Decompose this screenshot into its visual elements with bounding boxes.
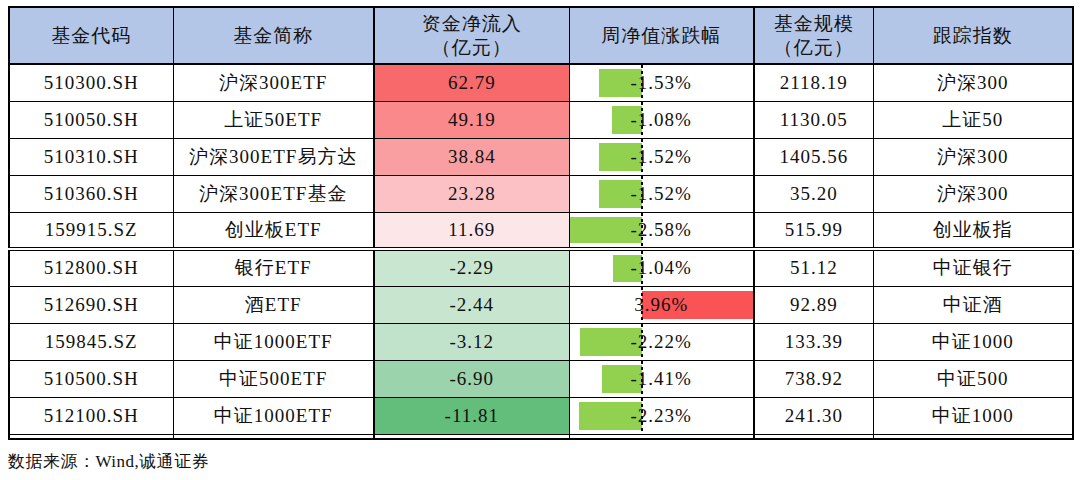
aum-cell: 241.30 <box>754 397 873 434</box>
header-net-inflow: 资金净流入（亿元） <box>374 7 569 64</box>
tracking-index-cell: 中证1000 <box>873 397 1073 434</box>
table-bottom-spacer-row <box>9 434 1073 439</box>
weekly-change-value: -2.58% <box>631 219 692 240</box>
weekly-change-cell: -1.04% <box>569 249 754 286</box>
fund-code-cell <box>9 434 173 439</box>
weekly-change-cell: -2.23% <box>569 397 754 434</box>
weekly-change-cell: -1.41% <box>569 360 754 397</box>
weekly-change-value: -1.08% <box>631 109 692 130</box>
tracking-index-cell: 沪深300 <box>873 175 1073 212</box>
weekly-change-value: -1.53% <box>631 72 692 93</box>
aum-cell: 738.92 <box>754 360 873 397</box>
weekly-change-value: -2.22% <box>631 331 692 352</box>
net-inflow-cell: 49.19 <box>374 101 569 138</box>
etf-fund-flow-figure: 基金代码 基金简称 资金净流入（亿元） 周净值涨跌幅 基金规模（亿元） 跟踪指数… <box>0 0 1080 473</box>
fund-name-cell <box>173 434 374 439</box>
weekly-change-cell: -1.52% <box>569 175 754 212</box>
fund-code-cell: 512800.SH <box>9 249 173 286</box>
tracking-index-cell: 沪深300 <box>873 138 1073 175</box>
aum-cell <box>754 434 873 439</box>
fund-name-cell: 中证500ETF <box>173 360 374 397</box>
net-inflow-cell: 23.28 <box>374 175 569 212</box>
weekly-change-cell <box>569 434 754 439</box>
net-inflow-cell: 38.84 <box>374 138 569 175</box>
weekly-change-cell: -1.53% <box>569 64 754 101</box>
fund-code-cell: 510500.SH <box>9 360 173 397</box>
fund-code-cell: 512690.SH <box>9 286 173 323</box>
fund-name-cell: 酒ETF <box>173 286 374 323</box>
fund-name-cell: 沪深300ETF基金 <box>173 175 374 212</box>
weekly-change-cell: -1.08% <box>569 101 754 138</box>
weekly-change-cell: 3.96% <box>569 286 754 323</box>
fund-name-cell: 上证50ETF <box>173 101 374 138</box>
weekly-change-cell: -2.22% <box>569 323 754 360</box>
fund-code-cell: 510310.SH <box>9 138 173 175</box>
table-row: 512100.SH 中证1000ETF -11.81 -2.23% 241.30… <box>9 397 1073 434</box>
net-inflow-cell: -6.90 <box>374 360 569 397</box>
weekly-change-value: -1.04% <box>631 257 692 278</box>
tracking-index-cell: 中证酒 <box>873 286 1073 323</box>
table-row: 159845.SZ 中证1000ETF -3.12 -2.22% 133.39 … <box>9 323 1073 360</box>
header-fund-code: 基金代码 <box>9 7 173 64</box>
fund-code-cell: 510050.SH <box>9 101 173 138</box>
aum-cell: 1405.56 <box>754 138 873 175</box>
net-inflow-cell: -11.81 <box>374 397 569 434</box>
fund-code-cell: 510300.SH <box>9 64 173 101</box>
weekly-change-cell: -2.58% <box>569 212 754 249</box>
header-row: 基金代码 基金简称 资金净流入（亿元） 周净值涨跌幅 基金规模（亿元） 跟踪指数 <box>9 7 1073 64</box>
net-inflow-cell: 11.69 <box>374 212 569 249</box>
table-row: 510360.SH 沪深300ETF基金 23.28 -1.52% 35.20 … <box>9 175 1073 212</box>
aum-cell: 92.89 <box>754 286 873 323</box>
header-fund-aum: 基金规模（亿元） <box>754 7 873 64</box>
data-source-note: 数据来源：Wind,诚通证券 <box>8 450 1072 473</box>
fund-code-cell: 510360.SH <box>9 175 173 212</box>
net-inflow-cell <box>374 434 569 439</box>
aum-cell: 133.39 <box>754 323 873 360</box>
aum-cell: 35.20 <box>754 175 873 212</box>
table-row: 510310.SH 沪深300ETF易方达 38.84 -1.52% 1405.… <box>9 138 1073 175</box>
table-row: 510500.SH 中证500ETF -6.90 -1.41% 738.92 中… <box>9 360 1073 397</box>
tracking-index-cell <box>873 434 1073 439</box>
net-inflow-cell: -3.12 <box>374 323 569 360</box>
etf-fund-flow-table: 基金代码 基金简称 资金净流入（亿元） 周净值涨跌幅 基金规模（亿元） 跟踪指数… <box>8 6 1074 440</box>
table-row: 510050.SH 上证50ETF 49.19 -1.08% 1130.05 上… <box>9 101 1073 138</box>
table-row: 512690.SH 酒ETF -2.44 3.96% 92.89 中证酒 <box>9 286 1073 323</box>
weekly-change-cell: -1.52% <box>569 138 754 175</box>
tracking-index-cell: 上证50 <box>873 101 1073 138</box>
fund-name-cell: 沪深300ETF <box>173 64 374 101</box>
tracking-index-cell: 中证银行 <box>873 249 1073 286</box>
net-inflow-cell: 62.79 <box>374 64 569 101</box>
weekly-change-value: -1.52% <box>631 183 692 204</box>
aum-cell: 1130.05 <box>754 101 873 138</box>
header-fund-name: 基金简称 <box>173 7 374 64</box>
fund-code-cell: 159845.SZ <box>9 323 173 360</box>
table-row: 510300.SH 沪深300ETF 62.79 -1.53% 2118.19 … <box>9 64 1073 101</box>
fund-code-cell: 159915.SZ <box>9 212 173 249</box>
weekly-change-value: 3.96% <box>634 294 688 315</box>
fund-name-cell: 银行ETF <box>173 249 374 286</box>
weekly-change-value: -1.41% <box>631 368 692 389</box>
tracking-index-cell: 中证500 <box>873 360 1073 397</box>
fund-code-cell: 512100.SH <box>9 397 173 434</box>
table-row: 159915.SZ 创业板ETF 11.69 -2.58% 515.99 创业板… <box>9 212 1073 249</box>
weekly-change-value: -1.52% <box>631 146 692 167</box>
weekly-change-value: -2.23% <box>631 405 692 426</box>
aum-cell: 51.12 <box>754 249 873 286</box>
aum-cell: 515.99 <box>754 212 873 249</box>
tracking-index-cell: 中证1000 <box>873 323 1073 360</box>
net-inflow-cell: -2.44 <box>374 286 569 323</box>
net-inflow-cell: -2.29 <box>374 249 569 286</box>
fund-name-cell: 创业板ETF <box>173 212 374 249</box>
fund-name-cell: 沪深300ETF易方达 <box>173 138 374 175</box>
fund-name-cell: 中证1000ETF <box>173 397 374 434</box>
table-row: 512800.SH 银行ETF -2.29 -1.04% 51.12 中证银行 <box>9 249 1073 286</box>
header-weekly-change: 周净值涨跌幅 <box>569 7 754 64</box>
tracking-index-cell: 创业板指 <box>873 212 1073 249</box>
tracking-index-cell: 沪深300 <box>873 64 1073 101</box>
header-tracking-index: 跟踪指数 <box>873 7 1073 64</box>
fund-name-cell: 中证1000ETF <box>173 323 374 360</box>
aum-cell: 2118.19 <box>754 64 873 101</box>
